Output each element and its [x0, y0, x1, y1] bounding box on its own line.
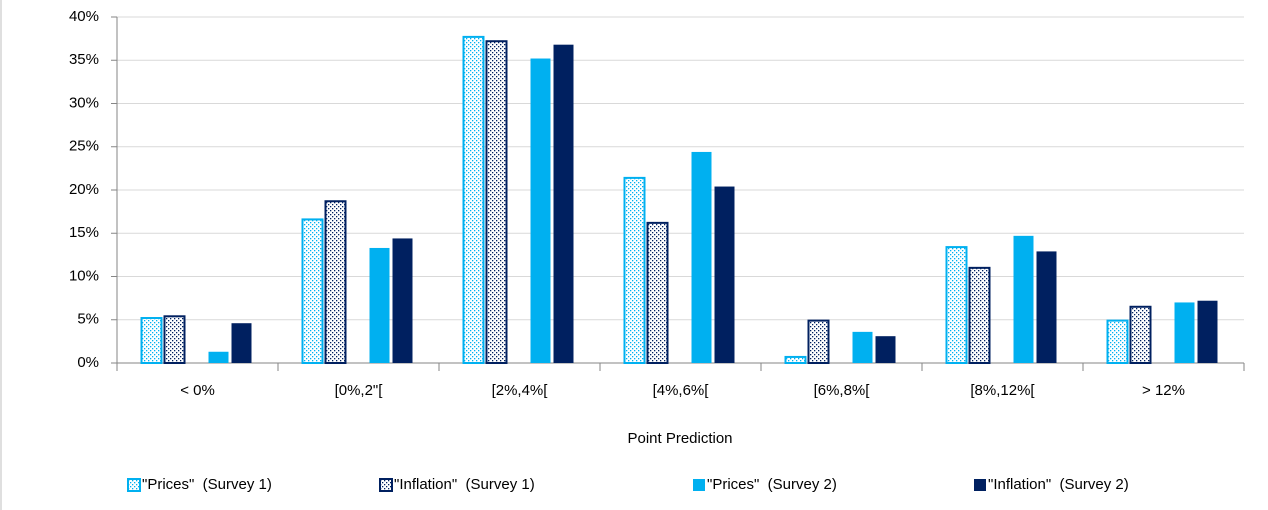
x-tick-label: > 12% [1142, 382, 1185, 399]
bar [324, 200, 347, 364]
x-tick-label: < 0% [180, 382, 215, 399]
bar [875, 336, 896, 363]
x-axis-title: Point Prediction [627, 430, 732, 447]
bar [1013, 235, 1034, 363]
y-tick-label: 15% [69, 224, 99, 241]
bar [208, 351, 229, 363]
bar [1036, 251, 1057, 363]
bar [231, 323, 252, 363]
bar [968, 266, 991, 365]
x-tick-label: [6%,8%[ [814, 382, 871, 399]
x-tick-label: [4%,6%[ [653, 382, 710, 399]
legend-label: "Prices" (Survey 2) [707, 476, 837, 493]
legend-swatch [379, 478, 393, 492]
y-tick-label: 40% [69, 8, 99, 25]
x-tick-label: [8%,12%[ [970, 382, 1035, 399]
bar [392, 238, 413, 363]
bar [807, 319, 830, 364]
y-tick-label: 10% [69, 267, 99, 284]
x-tick-label: [0%,2"[ [335, 382, 384, 399]
y-tick-label: 25% [69, 138, 99, 155]
legend-swatch [693, 479, 705, 491]
legend-label: "Inflation" (Survey 1) [394, 476, 535, 493]
bar [301, 218, 324, 364]
legend-swatch [974, 479, 986, 491]
y-tick-label: 5% [77, 311, 99, 328]
bar [530, 58, 551, 364]
bar [140, 317, 163, 364]
bar [1106, 319, 1129, 364]
bar [462, 35, 485, 365]
bar [945, 246, 968, 364]
bar [1174, 302, 1195, 363]
legend-label: "Inflation" (Survey 2) [988, 476, 1129, 493]
bar [369, 247, 390, 363]
x-tick-label: [2%,4%[ [492, 382, 549, 399]
legend-label: "Prices" (Survey 1) [142, 476, 272, 493]
bar [852, 331, 873, 363]
bar [485, 40, 508, 364]
bar [553, 44, 574, 364]
bar [691, 151, 712, 363]
y-tick-label: 20% [69, 181, 99, 198]
bar [1197, 300, 1218, 363]
y-tick-label: 35% [69, 51, 99, 68]
bar [1129, 305, 1152, 364]
bar [163, 315, 186, 365]
bar [784, 355, 807, 365]
y-tick-label: 0% [77, 354, 99, 371]
bar [646, 221, 669, 364]
legend-swatch [127, 478, 141, 492]
bar [623, 176, 646, 364]
y-tick-label: 30% [69, 94, 99, 111]
bar [714, 186, 735, 363]
